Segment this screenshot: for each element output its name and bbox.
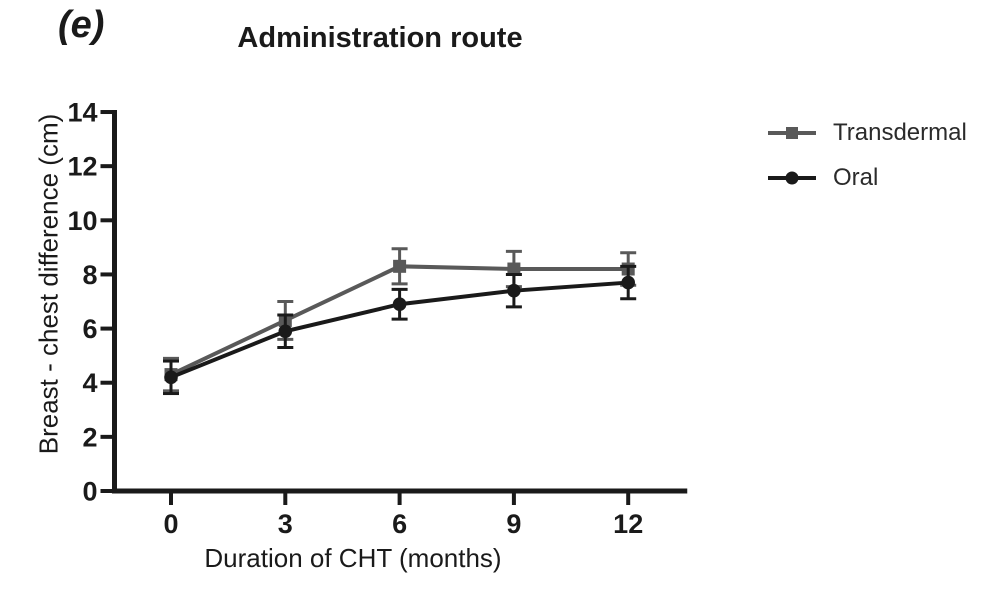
x-tick-label: 6 <box>392 509 407 539</box>
legend-item-transdermal: Transdermal <box>768 119 967 147</box>
legend: Transdermal Oral <box>768 119 967 192</box>
y-tick-label: 10 <box>67 206 97 236</box>
y-tick-label: 6 <box>82 314 97 344</box>
y-axis-ticks: 0 2 4 6 8 10 12 14 <box>67 98 113 507</box>
circle-marker <box>164 370 178 385</box>
legend-label: Oral <box>833 164 879 191</box>
series-oral <box>163 264 637 396</box>
square-marker <box>393 259 407 273</box>
circle-marker <box>392 297 407 312</box>
panel-label: (e) <box>58 4 105 46</box>
chart-title: Administration route <box>237 22 523 54</box>
square-legend-marker-icon <box>768 127 816 139</box>
y-tick-label: 12 <box>67 152 97 182</box>
circle-marker <box>278 324 293 339</box>
x-tick-label: 9 <box>506 509 521 539</box>
axes <box>111 110 688 494</box>
x-axis-ticks: 0 3 6 9 12 <box>163 493 643 539</box>
legend-item-oral: Oral <box>768 164 967 192</box>
y-axis-label: Breast - chest difference (cm) <box>33 113 64 455</box>
square-marker <box>507 262 521 276</box>
y-tick-label: 8 <box>82 260 97 290</box>
legend-label: Transdermal <box>833 119 967 146</box>
y-tick-label: 14 <box>67 98 97 128</box>
circle-legend-marker-icon <box>768 171 816 185</box>
x-axis-label: Duration of CHT (months) <box>204 543 502 573</box>
y-tick-label: 2 <box>82 422 97 452</box>
x-tick-label: 0 <box>163 509 178 539</box>
x-tick-label: 3 <box>278 509 293 539</box>
y-tick-label: 0 <box>82 477 97 507</box>
y-tick-label: 4 <box>82 368 97 398</box>
circle-marker <box>621 275 635 290</box>
circle-marker <box>507 283 521 298</box>
x-tick-label: 12 <box>613 509 643 539</box>
